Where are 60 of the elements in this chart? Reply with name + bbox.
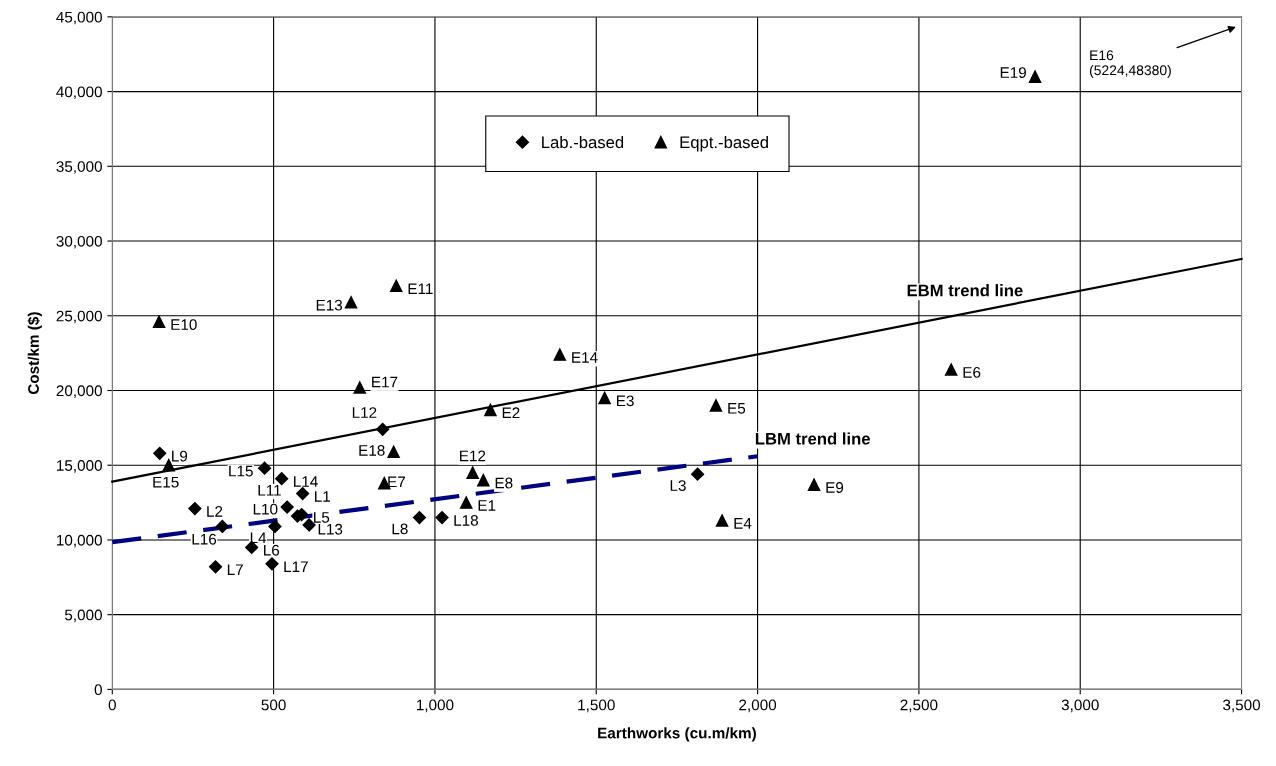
y-tick-label: 40,000 (56, 86, 102, 100)
annotation: L12 (352, 407, 377, 418)
annotation: E7 (388, 476, 405, 488)
y-axis-title: Cost/km ($) (27, 312, 42, 395)
annotation: L10 (253, 503, 278, 515)
annotation: E1 (478, 500, 496, 511)
annotation: L1 (315, 491, 331, 502)
annotation: L15 (229, 465, 253, 477)
series-label: LBM trend line (755, 432, 870, 445)
annotation: L14 (294, 476, 318, 487)
annotation: L6 (264, 544, 280, 556)
y-tick-label: 35,000 (56, 161, 102, 174)
annotation: L16 (192, 533, 217, 545)
x-tick-label: 0 (108, 699, 116, 711)
annotation: E6 (963, 367, 981, 378)
annotation: L2 (207, 506, 223, 517)
annotation: E15 (153, 476, 179, 488)
x-tick-label: 2,500 (900, 699, 938, 713)
annotation: E11 (408, 283, 433, 294)
x-tick-label: 1,500 (578, 699, 615, 713)
legend-label: Eqpt.-based (680, 135, 768, 152)
y-tick-label: 5,000 (64, 609, 102, 623)
annotation: E4 (734, 518, 752, 529)
annotation: L11 (258, 485, 281, 496)
y-tick-label: 45,000 (56, 11, 102, 25)
y-tick-label: 30,000 (56, 235, 102, 249)
annotation: E3 (617, 395, 634, 407)
annotation: E18 (359, 445, 385, 456)
annotation: E19 (1000, 67, 1026, 78)
x-tick-label: 2,000 (739, 699, 777, 713)
annotation: L17 (284, 561, 308, 572)
annotation: L18 (454, 514, 478, 526)
y-tick-label: 20,000 (56, 385, 102, 398)
annotation: L8 (392, 523, 408, 535)
y-tick-label: 10,000 (57, 534, 102, 548)
x-tick-label: 3,000 (1061, 699, 1099, 713)
y-tick-label: 0 (94, 684, 102, 696)
annotation: E17 (372, 376, 398, 388)
legend-label: Lab.-based (542, 135, 624, 149)
annotation: L9 (172, 450, 188, 462)
annotation: L3 (670, 480, 686, 491)
annotation: E9 (826, 482, 844, 493)
annotation: E16 (5224,48380) (1089, 50, 1171, 78)
annotation: L7 (227, 564, 243, 575)
series-label: EBM trend line (907, 284, 1023, 297)
annotation: L13 (318, 523, 343, 535)
annotation: E10 (171, 319, 197, 331)
annotation: E5 (728, 403, 746, 414)
annotation: E14 (572, 352, 598, 363)
x-tick-label: 3,500 (1223, 699, 1261, 713)
x-axis-title: Earthworks (cu.m/km) (598, 727, 756, 742)
annotation: E8 (495, 477, 513, 489)
x-tick-label: 1,000 (416, 699, 454, 713)
annotation: E12 (460, 450, 486, 462)
annotation: E13 (316, 299, 343, 311)
annotation: E2 (502, 407, 520, 419)
y-tick-label: 25,000 (56, 310, 102, 324)
annotation: L5 (314, 512, 330, 523)
y-tick-label: 15,000 (57, 460, 102, 473)
x-tick-label: 500 (261, 699, 286, 711)
